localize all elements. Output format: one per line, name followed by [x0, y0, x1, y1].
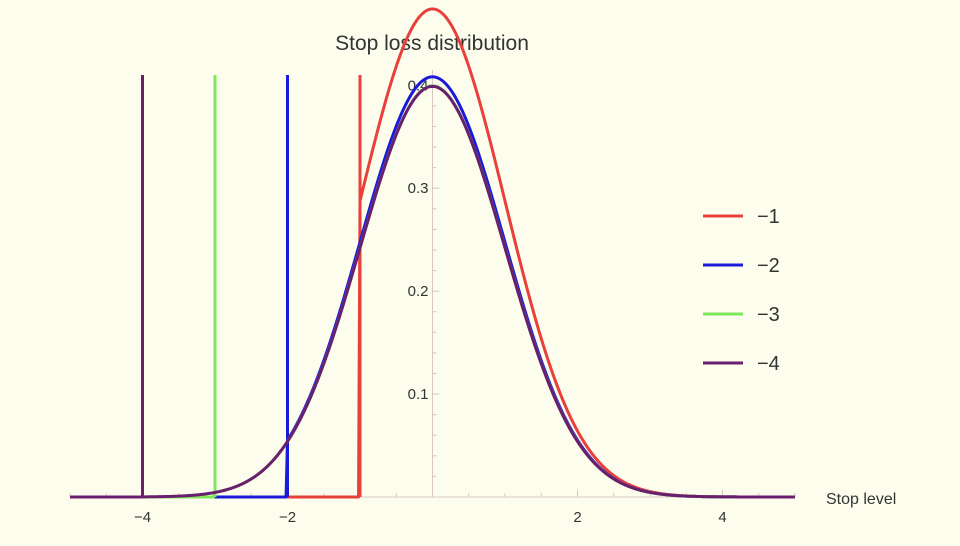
legend-label: −3 [757, 304, 780, 326]
legend: −1 −2 −3 −4 [703, 206, 780, 375]
x-tick-label: −4 [134, 509, 151, 526]
x-tick-label: −2 [279, 509, 296, 526]
y-tick-label: 0.2 [408, 283, 429, 300]
chart-title: Stop loss distribution [335, 32, 529, 55]
legend-label: −4 [757, 353, 780, 375]
axes: −4 −2 2 40.10.20.30.4 [69, 70, 796, 526]
legend-label: −1 [757, 206, 780, 228]
x-axis-label: Stop level [826, 491, 896, 508]
series-layer [69, 7, 796, 499]
x-tick-label: 2 [573, 509, 581, 526]
y-tick-label: 0.1 [408, 386, 429, 403]
series-line-4 [69, 84, 796, 499]
y-tick-label: 0.3 [408, 180, 429, 197]
legend-label: −2 [757, 255, 780, 277]
x-tick-label: 4 [718, 509, 726, 526]
